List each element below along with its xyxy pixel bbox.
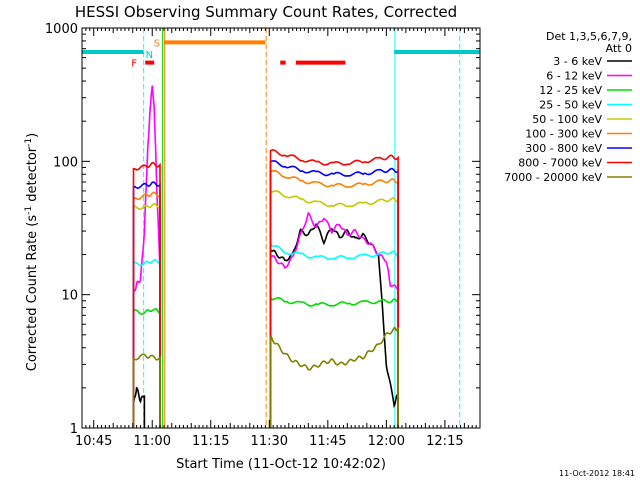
- x-axis-label: Start Time (11-Oct-12 10:42:02): [176, 457, 386, 472]
- x-tick-label: 11:00: [134, 434, 171, 449]
- series-line: [269, 211, 399, 428]
- series-line: [269, 326, 399, 428]
- legend-label: 800 - 7000 keV: [518, 157, 602, 170]
- series-6-12keV: [132, 85, 399, 428]
- y-tick-label: 100: [53, 155, 78, 170]
- vertical-markers: [143, 28, 461, 428]
- axes: 1 10 100 1000 10:45 11:00 11:15 11:30 11:45 12:00…: [45, 22, 481, 449]
- flag-label-F: F: [131, 59, 137, 70]
- series-100-300keV: [132, 169, 399, 428]
- legend-label: 300 - 800 keV: [525, 142, 602, 155]
- legend-label: 50 - 100 keV: [532, 113, 602, 126]
- series-line: [269, 149, 399, 428]
- legend-header: Det 1,3,5,6,7,9,Att 0: [546, 30, 632, 55]
- y-tick-label: 10: [61, 289, 78, 304]
- y-axis-label-sup: -1: [24, 138, 34, 147]
- plot-frame: [81, 27, 481, 429]
- flag-label-N: N: [146, 50, 153, 61]
- x-tick-label: 12:00: [368, 434, 405, 449]
- x-tick-label: 11:15: [192, 434, 229, 449]
- y-tick-label: 1: [70, 422, 78, 437]
- series-25-50keV: [132, 241, 399, 428]
- series-800-7000keV: [132, 149, 399, 428]
- series-line: [269, 295, 399, 428]
- legend-label: 3 - 6 keV: [553, 55, 602, 68]
- y-axis-label-part: ): [25, 133, 40, 138]
- series-line: [132, 386, 146, 428]
- flag-label-S: S: [154, 38, 160, 49]
- y-axis-label-sup: -1: [24, 206, 34, 215]
- y-axis-label: Corrected Count Rate (s-1 detector-1): [24, 133, 40, 371]
- series-line: [132, 202, 161, 428]
- series-300-800keV: [132, 159, 399, 428]
- series-line: [132, 85, 161, 428]
- series-line: [132, 181, 161, 428]
- series-line: [132, 353, 161, 428]
- series-layer: [132, 85, 399, 428]
- x-tick-label: 11:30: [251, 434, 288, 449]
- legend-header-line: Att 0: [606, 42, 632, 55]
- y-tick-label: 1000: [45, 22, 78, 37]
- series-12-25keV: [132, 295, 399, 428]
- x-tick-label: 10:45: [75, 434, 112, 449]
- x-tick-label: 11:45: [309, 434, 346, 449]
- legend-header-line: Det 1,3,5,6,7,9,: [546, 30, 632, 43]
- legend-label: 12 - 25 keV: [539, 84, 602, 97]
- series-line: [132, 161, 161, 428]
- legend-label: 100 - 300 keV: [525, 128, 602, 141]
- footer-timestamp: 11-Oct-2012 18:41: [559, 469, 635, 478]
- series-line: [269, 169, 399, 428]
- series-line: [269, 159, 399, 428]
- legend-label: 6 - 12 keV: [546, 70, 602, 83]
- x-tick-label: 12:15: [426, 434, 463, 449]
- y-axis-label-part: Corrected Count Rate (s: [25, 215, 40, 372]
- series-line: [132, 307, 161, 428]
- flag-bars: FNS: [82, 38, 480, 70]
- series-7000-20000keV: [132, 326, 399, 428]
- series-50-100keV: [132, 189, 399, 428]
- chart-title: HESSI Observing Summary Count Rates, Cor…: [75, 3, 457, 21]
- series-line: [269, 241, 399, 428]
- series-line: [132, 258, 161, 428]
- legend-label: 7000 - 20000 keV: [504, 171, 602, 184]
- series-line: [132, 191, 161, 428]
- legend-label: 25 - 50 keV: [539, 99, 602, 112]
- series-line: [269, 189, 399, 428]
- y-axis-label-part: detector: [25, 146, 40, 206]
